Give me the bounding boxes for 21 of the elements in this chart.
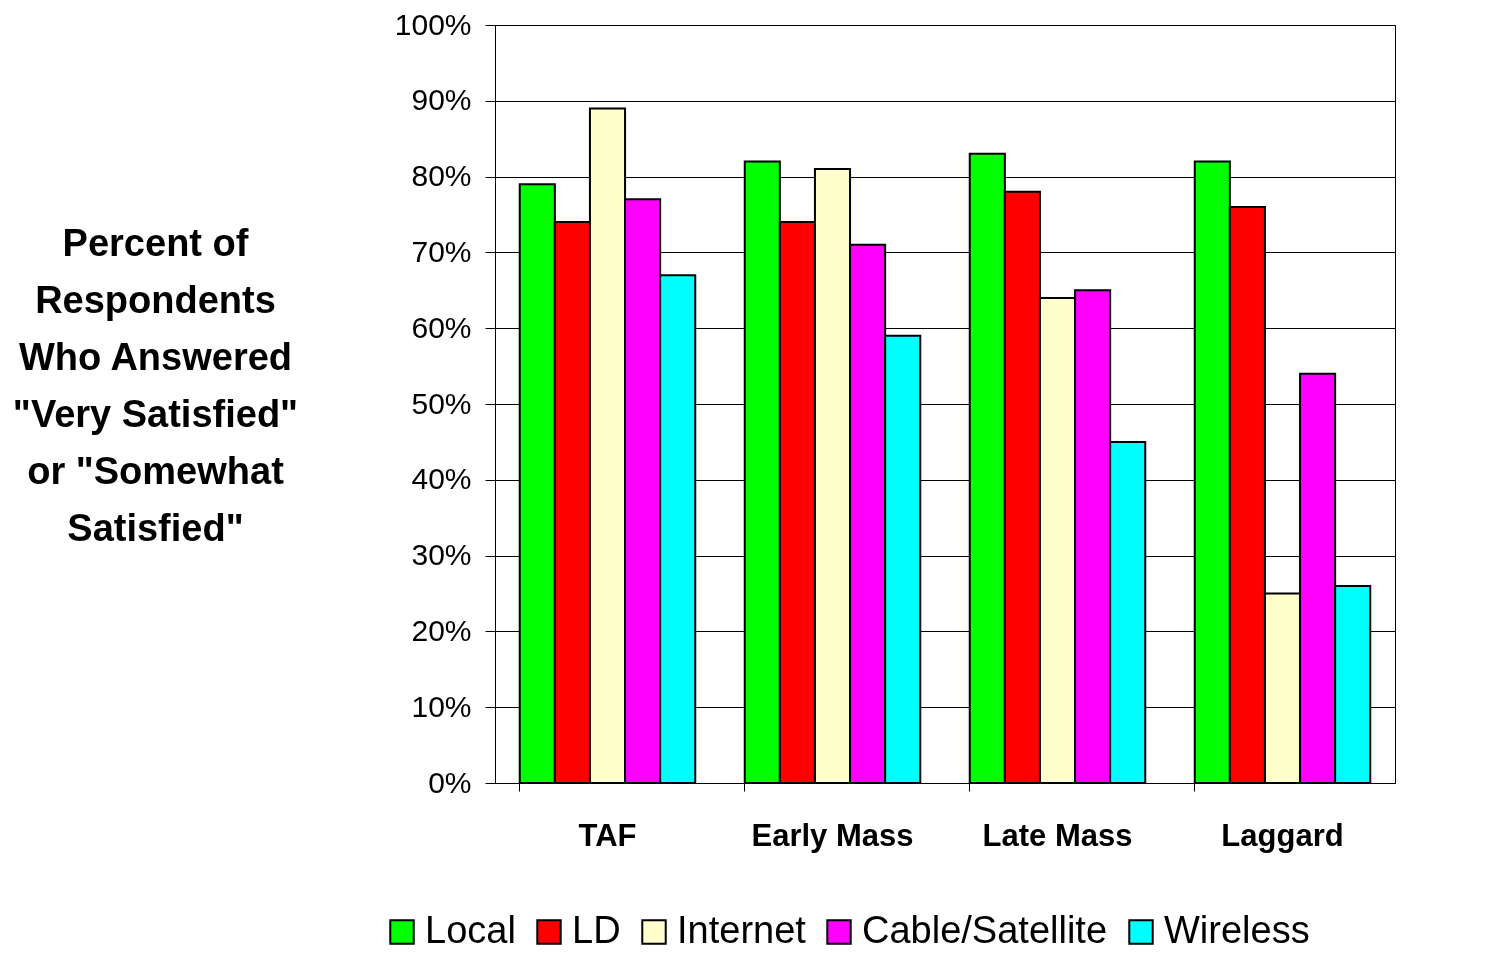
y-tick-label: 80% — [411, 159, 472, 193]
legend-label: Local — [425, 909, 516, 951]
x-tick-label: Laggard — [1221, 817, 1344, 853]
y-tick-label: 40% — [411, 462, 472, 496]
y-tick-label: 60% — [411, 310, 472, 344]
y-tick-label: 90% — [411, 83, 472, 117]
x-tick-label: TAF — [578, 817, 637, 853]
y-tick-label: 20% — [411, 613, 472, 647]
y-tick-label: 100% — [394, 7, 472, 41]
x-tick-label: Late Mass — [982, 817, 1133, 853]
legend-label: Wireless — [1164, 909, 1310, 951]
y-tick-label: 30% — [411, 538, 472, 572]
x-tick-label: Early Mass — [751, 817, 914, 853]
y-tick-label: 50% — [411, 386, 472, 420]
y-axis-title: Percent of Respondents Who Answered "Very Satisfied" or "Somewhat Satisfied" — [12, 221, 299, 549]
y-tick-label: 0% — [428, 765, 472, 799]
legend-label: Cable/Satellite — [862, 909, 1108, 951]
legend-label: Internet — [677, 909, 807, 951]
y-tick-label: 10% — [411, 689, 472, 723]
y-tick-label: 70% — [411, 234, 472, 268]
legend-label: LD — [572, 909, 621, 951]
